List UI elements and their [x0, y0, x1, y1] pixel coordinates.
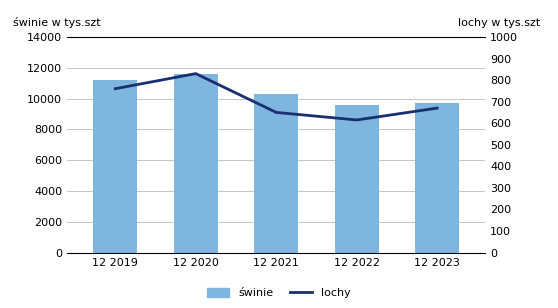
- Bar: [174, 74, 218, 253]
- Bar: [415, 103, 459, 253]
- Bar: [254, 94, 299, 253]
- Bar: [93, 80, 137, 253]
- Bar: [335, 105, 379, 253]
- Text: lochy w tys.szt: lochy w tys.szt: [458, 18, 540, 28]
- Text: świnie w tys.szt: świnie w tys.szt: [12, 17, 100, 28]
- Legend: świnie, lochy: świnie, lochy: [203, 283, 355, 302]
